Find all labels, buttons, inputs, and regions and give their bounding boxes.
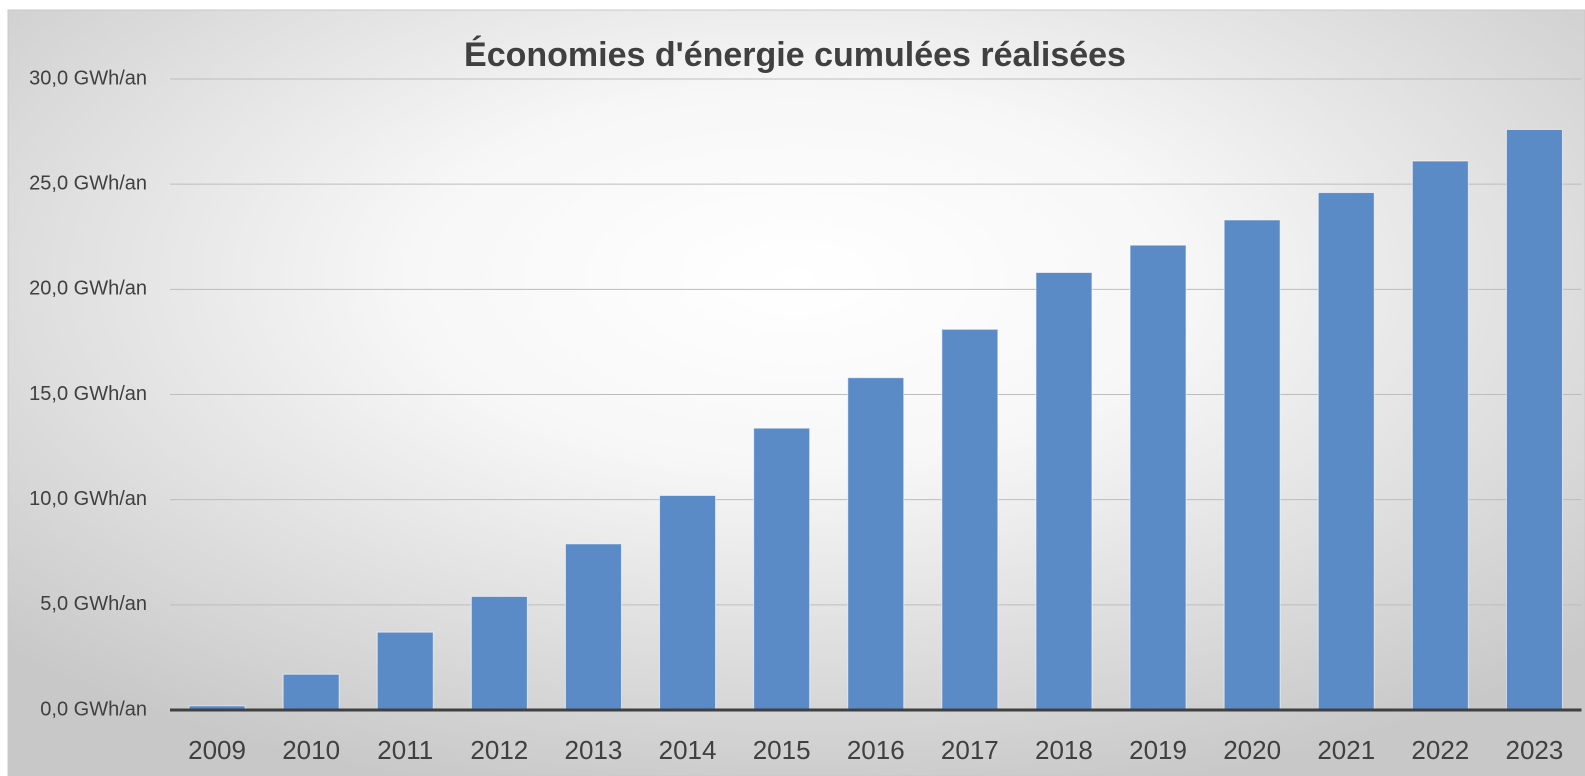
- bar: [470, 595, 528, 711]
- bar: [1223, 219, 1281, 711]
- y-tick-label: 10,0 GWh/an: [29, 488, 147, 510]
- bar: [659, 494, 717, 711]
- y-tick-label: 25,0 GWh/an: [29, 172, 147, 194]
- x-tick-label: 2019: [1129, 735, 1187, 765]
- bar: [1129, 244, 1187, 711]
- bar: [1411, 160, 1469, 711]
- y-tick-label: 15,0 GWh/an: [29, 383, 147, 405]
- x-tick-label: 2010: [282, 735, 340, 765]
- bar: [753, 427, 811, 711]
- x-tick-label: 2017: [941, 735, 999, 765]
- y-tick-label: 0,0 GWh/an: [40, 698, 147, 720]
- bar: [1505, 128, 1563, 711]
- chart-title: Économies d'énergie cumulées réalisées: [464, 36, 1126, 74]
- bar: [376, 631, 434, 711]
- x-tick-label: 2014: [659, 735, 717, 765]
- x-tick-label: 2015: [753, 735, 811, 765]
- bar: [564, 543, 622, 711]
- x-tick-label: 2011: [377, 735, 433, 765]
- y-tick-label: 5,0 GWh/an: [40, 593, 147, 615]
- bar: [941, 328, 999, 711]
- x-tick-label: 2018: [1035, 735, 1093, 765]
- bar: [847, 377, 905, 711]
- x-tick-label: 2012: [470, 735, 528, 765]
- y-tick-label: 20,0 GWh/an: [29, 278, 147, 300]
- x-tick-label: 2022: [1411, 735, 1469, 765]
- x-tick-label: 2023: [1506, 735, 1564, 765]
- bar: [282, 673, 340, 711]
- x-tick-label: 2020: [1223, 735, 1281, 765]
- x-tick-label: 2016: [847, 735, 905, 765]
- bar: [1035, 272, 1093, 711]
- y-tick-label: 30,0 GWh/an: [29, 67, 147, 89]
- x-tick-label: 2021: [1317, 735, 1375, 765]
- bar: [1317, 192, 1375, 711]
- x-tick-label: 2009: [188, 735, 246, 765]
- x-tick-label: 2013: [565, 735, 623, 765]
